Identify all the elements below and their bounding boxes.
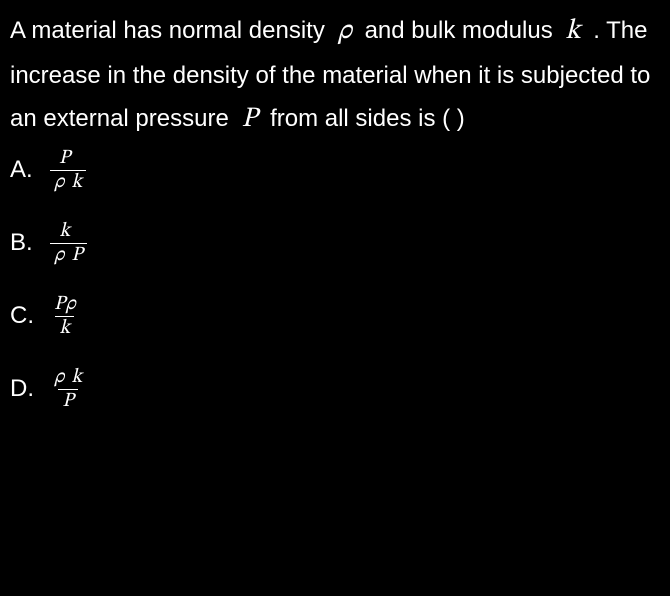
question-stem: A material has normal density ρ and bulk… xyxy=(10,8,660,144)
option-c-fraction: Pρ k xyxy=(50,294,80,339)
option-b[interactable]: B. k ρP xyxy=(10,221,660,266)
option-a-denominator: ρk xyxy=(50,170,86,193)
den-left: ρ xyxy=(54,245,64,265)
option-d-numerator: ρk xyxy=(50,367,86,389)
option-c-numerator: Pρ xyxy=(50,294,80,316)
var-p: P xyxy=(235,105,263,133)
option-a[interactable]: A. P ρk xyxy=(10,148,660,193)
question-text-seg2: and bulk modulus xyxy=(365,17,560,44)
option-a-label: A. xyxy=(10,150,36,191)
den-left: k xyxy=(59,318,70,338)
option-d-denominator: P xyxy=(58,389,77,412)
den-right: P xyxy=(71,245,82,265)
num-left: ρ xyxy=(54,367,64,387)
question-text-seg1: A material has normal density xyxy=(10,17,331,44)
option-d[interactable]: D. ρk P xyxy=(10,367,660,412)
option-d-label: D. xyxy=(10,369,36,410)
num-left: P xyxy=(59,148,70,168)
option-b-fraction: k ρP xyxy=(50,221,87,266)
option-a-numerator: P xyxy=(55,148,81,170)
option-c[interactable]: C. Pρ k xyxy=(10,294,660,339)
den-right: k xyxy=(71,172,82,192)
question-text-seg4: from all sides is ( ) xyxy=(270,105,465,132)
var-rho: ρ xyxy=(331,17,357,45)
option-a-fraction: P ρk xyxy=(50,148,86,193)
option-c-label: C. xyxy=(10,296,36,337)
option-b-label: B. xyxy=(10,223,36,264)
num-right: ρ xyxy=(65,294,75,314)
options-list: A. P ρk B. k ρP C. xyxy=(10,148,660,412)
num-left: P xyxy=(54,294,65,314)
var-k: k xyxy=(559,17,586,45)
option-d-fraction: ρk P xyxy=(50,367,86,412)
den-left: ρ xyxy=(54,172,64,192)
den-left: P xyxy=(62,391,73,411)
option-b-numerator: k xyxy=(55,221,81,243)
question-container: A material has normal density ρ and bulk… xyxy=(0,0,670,420)
option-b-denominator: ρP xyxy=(50,243,87,266)
num-left: k xyxy=(59,221,70,241)
num-right: k xyxy=(71,367,82,387)
option-c-denominator: k xyxy=(55,316,74,339)
